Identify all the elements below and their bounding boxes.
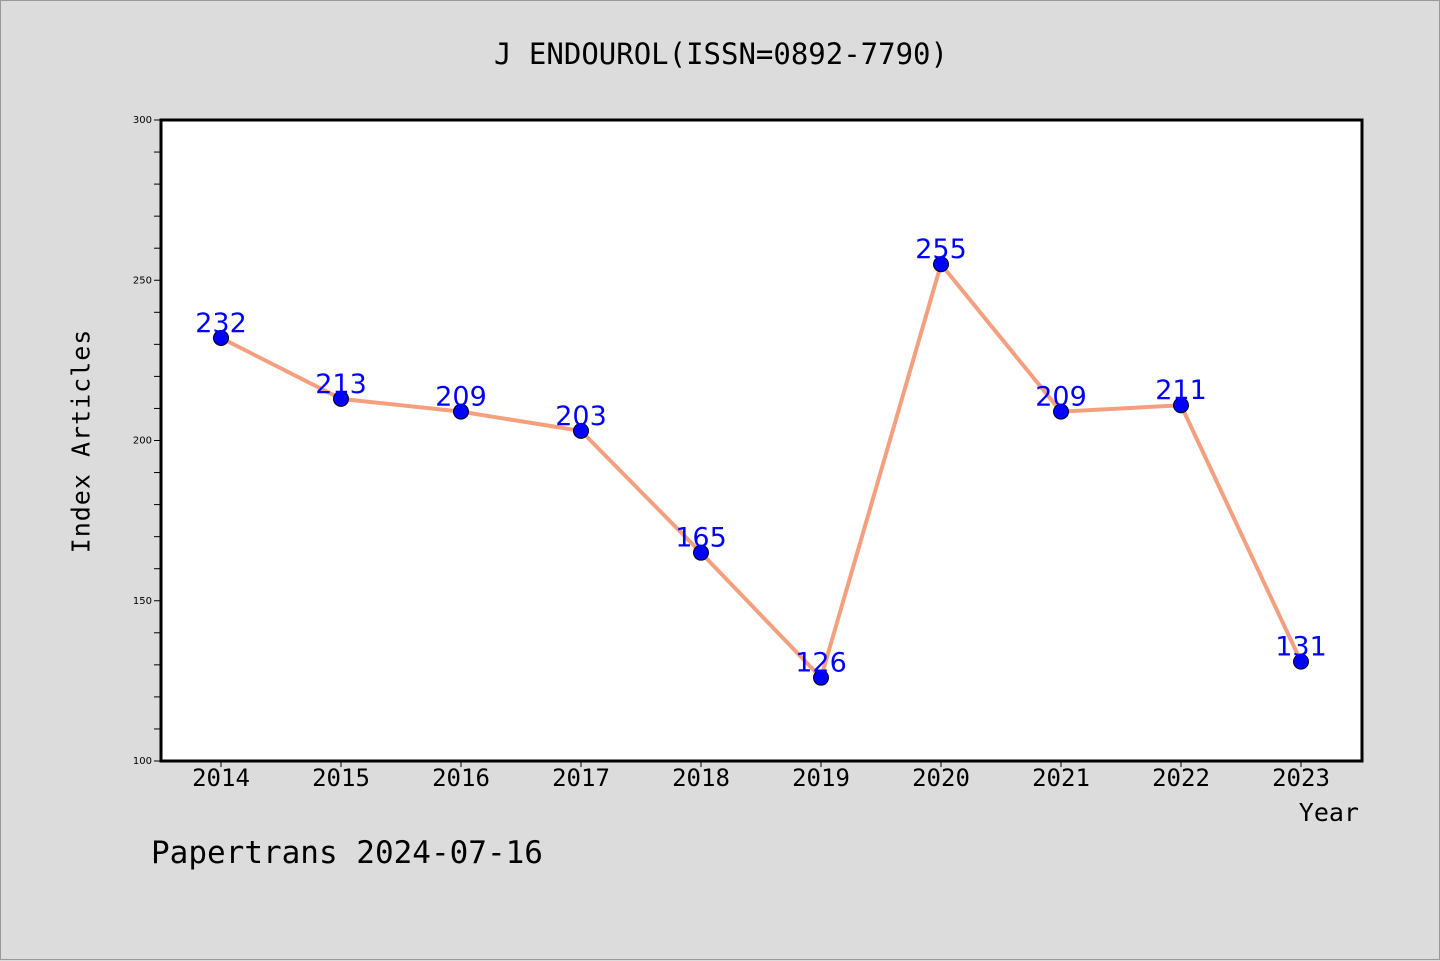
data-point (213, 329, 229, 346)
x-axis-label: Year (1298, 798, 1359, 827)
data-point (333, 390, 349, 407)
y-tick-label: 300 (133, 115, 152, 126)
y-tick-label: 200 (133, 436, 152, 447)
data-label: 131 (1275, 632, 1327, 663)
x-tick-label: 2022 (1152, 764, 1210, 792)
x-tick-label: 2023 (1272, 764, 1330, 792)
data-point (1293, 653, 1309, 670)
x-tick-label: 2021 (1032, 764, 1090, 792)
data-label: 209 (435, 382, 487, 413)
data-label: 255 (915, 234, 967, 265)
x-tick-label: 2017 (552, 764, 610, 792)
data-label: 211 (1155, 375, 1207, 406)
x-tick-label: 2020 (912, 764, 970, 792)
series-line (219, 262, 1303, 680)
plot-frame (159, 118, 1364, 763)
data-point (813, 669, 829, 686)
x-tick-label: 2014 (192, 764, 250, 792)
data-label: 165 (675, 523, 727, 554)
data-point (1173, 397, 1189, 414)
data-point (1053, 403, 1069, 420)
y-tick-label: 150 (133, 596, 152, 607)
y-tick-label: 250 (133, 275, 152, 286)
data-label: 232 (195, 308, 247, 339)
plot-background (161, 120, 1362, 761)
x-tick-label: 2016 (432, 764, 490, 792)
data-label: 203 (555, 401, 607, 432)
data-point (933, 256, 949, 273)
data-point (453, 403, 469, 420)
data-label: 209 (1035, 382, 1087, 413)
data-point (693, 544, 709, 561)
x-tick-label: 2019 (792, 764, 850, 792)
data-label: 213 (315, 369, 367, 400)
data-label: 126 (795, 648, 847, 679)
x-tick-label: 2018 (672, 764, 730, 792)
footer-credit: Papertrans 2024-07-16 (151, 835, 543, 871)
chart-title: J ENDOUROL(ISSN=0892-7790) (494, 37, 948, 71)
y-tick-label: 100 (133, 756, 152, 767)
x-tick-label: 2015 (312, 764, 370, 792)
data-point (573, 422, 589, 439)
